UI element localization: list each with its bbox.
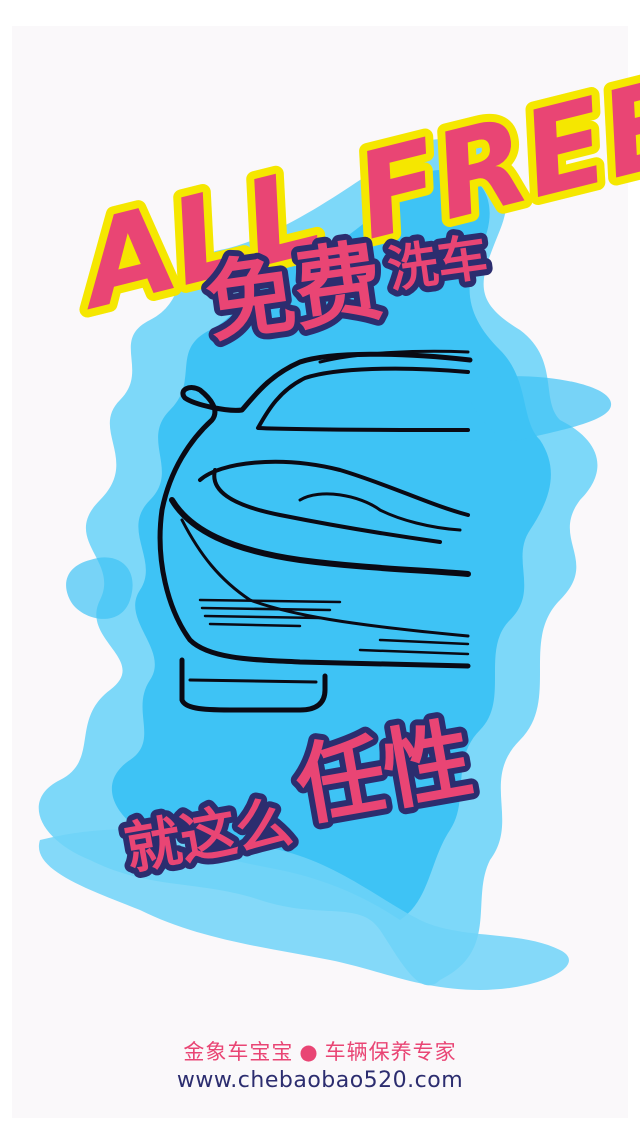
bullet-separator: ● <box>299 1040 319 1064</box>
car-outline-icon <box>157 349 473 713</box>
brand-name: 金象车宝宝 <box>183 1040 294 1064</box>
tagline-text: 车辆保养专家 <box>324 1040 457 1064</box>
website-link[interactable]: www.chebaobao520.com <box>176 1068 464 1093</box>
footer-tagline: 金象车宝宝 ● 车辆保养专家 <box>0 1036 640 1066</box>
